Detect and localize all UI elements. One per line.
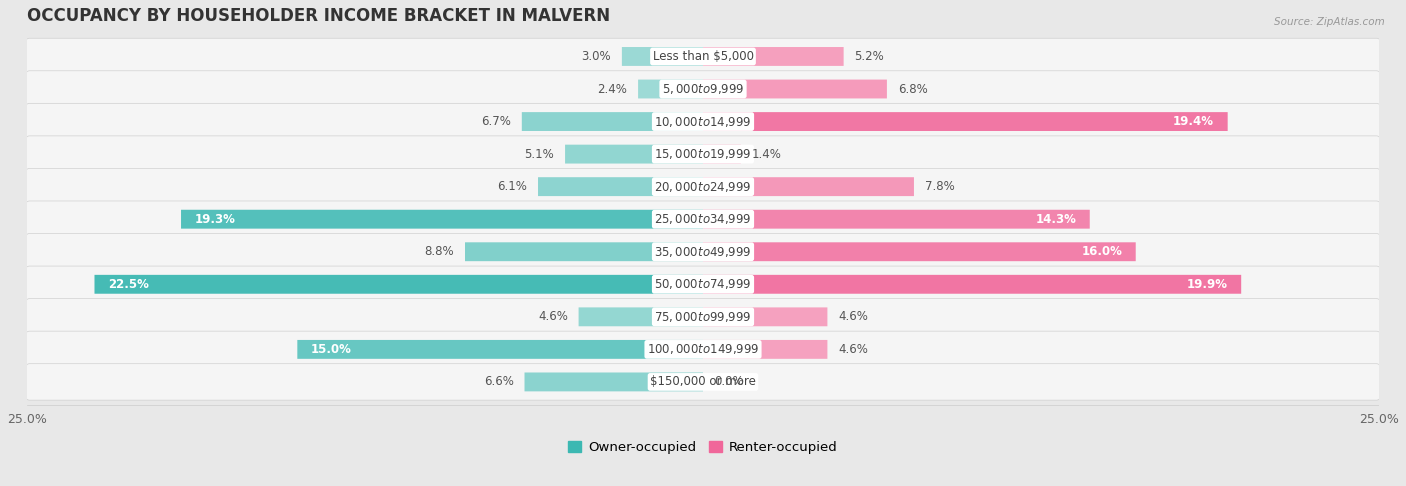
Text: Source: ZipAtlas.com: Source: ZipAtlas.com <box>1274 17 1385 27</box>
Text: $35,000 to $49,999: $35,000 to $49,999 <box>654 245 752 259</box>
Text: $100,000 to $149,999: $100,000 to $149,999 <box>647 342 759 356</box>
FancyBboxPatch shape <box>25 266 1381 302</box>
Text: $25,000 to $34,999: $25,000 to $34,999 <box>654 212 752 226</box>
Text: 19.9%: 19.9% <box>1187 278 1227 291</box>
FancyBboxPatch shape <box>25 201 1381 238</box>
Text: 19.3%: 19.3% <box>194 213 235 226</box>
Text: 6.6%: 6.6% <box>484 375 513 388</box>
Text: 6.8%: 6.8% <box>897 83 928 96</box>
FancyBboxPatch shape <box>25 71 1381 107</box>
FancyBboxPatch shape <box>638 80 703 99</box>
FancyBboxPatch shape <box>25 331 1381 367</box>
Text: 8.8%: 8.8% <box>425 245 454 258</box>
FancyBboxPatch shape <box>522 112 703 131</box>
Text: 4.6%: 4.6% <box>538 311 568 323</box>
FancyBboxPatch shape <box>703 340 827 359</box>
Text: 1.4%: 1.4% <box>752 148 782 160</box>
Text: 6.7%: 6.7% <box>481 115 510 128</box>
Text: 5.1%: 5.1% <box>524 148 554 160</box>
FancyBboxPatch shape <box>703 210 1090 228</box>
FancyBboxPatch shape <box>579 308 703 326</box>
Text: 5.2%: 5.2% <box>855 50 884 63</box>
Legend: Owner-occupied, Renter-occupied: Owner-occupied, Renter-occupied <box>562 436 844 460</box>
Text: $5,000 to $9,999: $5,000 to $9,999 <box>662 82 744 96</box>
FancyBboxPatch shape <box>538 177 703 196</box>
Text: $75,000 to $99,999: $75,000 to $99,999 <box>654 310 752 324</box>
FancyBboxPatch shape <box>703 275 1241 294</box>
FancyBboxPatch shape <box>621 47 703 66</box>
FancyBboxPatch shape <box>703 308 827 326</box>
FancyBboxPatch shape <box>181 210 703 228</box>
Text: 14.3%: 14.3% <box>1035 213 1076 226</box>
FancyBboxPatch shape <box>703 47 844 66</box>
Text: 15.0%: 15.0% <box>311 343 352 356</box>
Text: $50,000 to $74,999: $50,000 to $74,999 <box>654 278 752 291</box>
FancyBboxPatch shape <box>703 112 1227 131</box>
FancyBboxPatch shape <box>25 233 1381 270</box>
Text: $20,000 to $24,999: $20,000 to $24,999 <box>654 180 752 193</box>
Text: 19.4%: 19.4% <box>1173 115 1215 128</box>
FancyBboxPatch shape <box>25 364 1381 400</box>
FancyBboxPatch shape <box>524 372 703 391</box>
Text: 6.1%: 6.1% <box>498 180 527 193</box>
FancyBboxPatch shape <box>25 104 1381 140</box>
FancyBboxPatch shape <box>94 275 703 294</box>
FancyBboxPatch shape <box>25 136 1381 173</box>
FancyBboxPatch shape <box>703 177 914 196</box>
Text: $150,000 or more: $150,000 or more <box>650 375 756 388</box>
Text: $10,000 to $14,999: $10,000 to $14,999 <box>654 115 752 129</box>
Text: 16.0%: 16.0% <box>1081 245 1122 258</box>
Text: 7.8%: 7.8% <box>925 180 955 193</box>
Text: 3.0%: 3.0% <box>582 50 612 63</box>
Text: 4.6%: 4.6% <box>838 343 868 356</box>
Text: 4.6%: 4.6% <box>838 311 868 323</box>
FancyBboxPatch shape <box>25 38 1381 75</box>
Text: 22.5%: 22.5% <box>108 278 149 291</box>
FancyBboxPatch shape <box>703 243 1136 261</box>
Text: 0.0%: 0.0% <box>714 375 744 388</box>
Text: Less than $5,000: Less than $5,000 <box>652 50 754 63</box>
FancyBboxPatch shape <box>703 145 741 164</box>
FancyBboxPatch shape <box>465 243 703 261</box>
Text: $15,000 to $19,999: $15,000 to $19,999 <box>654 147 752 161</box>
Text: OCCUPANCY BY HOUSEHOLDER INCOME BRACKET IN MALVERN: OCCUPANCY BY HOUSEHOLDER INCOME BRACKET … <box>27 7 610 25</box>
FancyBboxPatch shape <box>565 145 703 164</box>
FancyBboxPatch shape <box>25 169 1381 205</box>
FancyBboxPatch shape <box>297 340 703 359</box>
Text: 2.4%: 2.4% <box>598 83 627 96</box>
FancyBboxPatch shape <box>25 298 1381 335</box>
FancyBboxPatch shape <box>703 80 887 99</box>
